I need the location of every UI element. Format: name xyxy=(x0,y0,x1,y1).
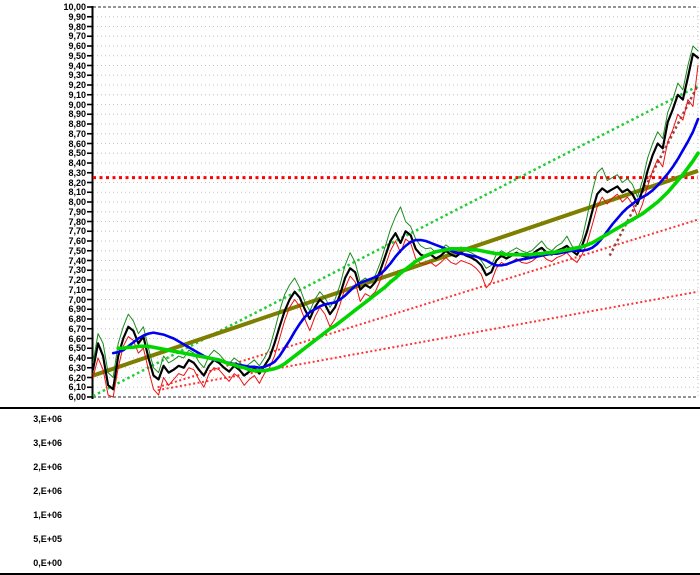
price-tick-label: 7,10 xyxy=(68,284,86,295)
price-plot xyxy=(87,6,700,399)
volume-tick-label: 5,E+05 xyxy=(33,534,62,544)
price-tick-label: 8,10 xyxy=(68,187,86,198)
price-chart-panel: 10,00 9,90 9,80 9,70 9,60 9,50 9,40 9,30 9,20 9,1… xyxy=(63,2,700,402)
volume-tick-label: 3,E+06 xyxy=(33,438,62,448)
close-price xyxy=(91,52,700,391)
price-tick-label: 6,30 xyxy=(68,362,86,373)
price-tick-label: 7,90 xyxy=(68,206,86,217)
volume-tick-label: 2,E+06 xyxy=(33,462,62,472)
price-tick-label: 8,90 xyxy=(68,109,86,120)
price-tick-label: 9,20 xyxy=(68,80,86,90)
price-tick-label: 7,30 xyxy=(68,265,86,276)
bottom-border xyxy=(0,573,700,575)
price-tick-label: 7,50 xyxy=(68,245,86,256)
price-tick-label: 7,80 xyxy=(68,216,86,227)
price-tick-label: 6,80 xyxy=(68,314,86,324)
price-tick-label: 8,00 xyxy=(68,197,86,207)
panel-separator xyxy=(0,407,700,409)
price-tick-label: 7,00 xyxy=(68,294,86,305)
price-tick-label: 9,70 xyxy=(68,31,86,42)
volume-tick-label: 0,E+00 xyxy=(33,558,62,568)
price-tick-label: 8,30 xyxy=(68,167,86,178)
green-channel-line xyxy=(92,84,699,398)
price-tick-label: 8,60 xyxy=(68,138,86,149)
price-tick-label: 6,00 xyxy=(68,392,86,402)
price-tick-label: 7,20 xyxy=(68,275,86,285)
price-tick-label: 6,90 xyxy=(68,304,86,315)
red-fan-lower xyxy=(157,290,699,392)
olive-trendline xyxy=(92,168,699,378)
price-tick-label: 8,50 xyxy=(68,148,86,159)
price-tick-label: 9,00 xyxy=(68,99,86,110)
price-tick-label: 9,90 xyxy=(68,11,86,22)
high-line xyxy=(92,45,699,378)
price-tick-label: 9,80 xyxy=(68,21,86,32)
price-tick-label: 7,70 xyxy=(68,226,86,237)
price-tick-label: 6,50 xyxy=(68,343,86,354)
price-tick-label: 7,40 xyxy=(68,255,86,266)
price-tick-label: 8,80 xyxy=(68,119,86,129)
ma-short xyxy=(111,117,700,370)
price-tick-label: 8,70 xyxy=(68,128,86,139)
volume-tick-label: 3,E+06 xyxy=(33,414,62,424)
price-tick-label: 9,30 xyxy=(68,70,86,81)
volume-tick-label: 2,E+06 xyxy=(33,486,62,496)
price-tick-label: 9,10 xyxy=(68,89,86,100)
volume-chart-panel: 3,E+06 3,E+06 2,E+06 2,E+06 1,E+06 5,E+05 0,E+… xyxy=(0,409,700,573)
low-line xyxy=(92,65,699,398)
price-tick-label: 9,40 xyxy=(68,60,86,71)
price-tick-label: 10,00 xyxy=(63,2,86,12)
price-tick-label: 9,60 xyxy=(68,41,86,51)
ma-long xyxy=(116,151,700,373)
price-tick-label: 6,10 xyxy=(68,382,86,393)
price-tick-label: 6,60 xyxy=(68,333,86,344)
price-tick-label: 6,40 xyxy=(68,353,86,363)
steep-recent-trend xyxy=(608,84,700,257)
price-tick-label: 7,60 xyxy=(68,236,86,246)
price-tick-label: 6,70 xyxy=(68,323,86,334)
price-tick-label: 9,50 xyxy=(68,50,86,61)
price-tick-label: 6,20 xyxy=(68,372,86,383)
price-tick-label: 8,40 xyxy=(68,158,86,168)
volume-tick-label: 1,E+06 xyxy=(33,510,62,520)
price-tick-label: 8,20 xyxy=(68,177,86,188)
